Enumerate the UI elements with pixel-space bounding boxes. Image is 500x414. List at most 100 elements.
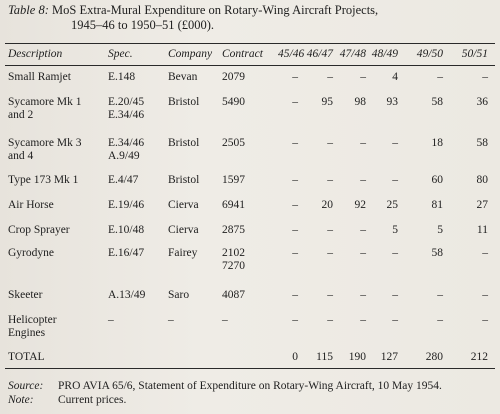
row-year-value: – bbox=[392, 174, 398, 186]
row-year-value: 58 bbox=[476, 137, 489, 149]
total-year-value: 190 bbox=[348, 351, 366, 363]
row-spec-line: E.10/48 bbox=[108, 224, 145, 236]
row-year-value: – bbox=[292, 137, 298, 149]
source-note: Source: PRO AVIA 65/6, Statement of Expen… bbox=[8, 380, 442, 393]
table-title-lead: Table 8: bbox=[8, 3, 49, 17]
row-contract: 6941 bbox=[222, 199, 245, 212]
header-description: Description bbox=[8, 48, 63, 60]
row-description-line: and 2 bbox=[8, 109, 34, 121]
row-year-value: 98 bbox=[354, 96, 367, 108]
row-contract-line: 4087 bbox=[222, 289, 245, 301]
row-year-value: – bbox=[392, 289, 398, 301]
row-year-value: – bbox=[327, 174, 333, 186]
row-year-value: – bbox=[437, 314, 443, 326]
row-year-value: – bbox=[327, 224, 333, 236]
row-year-value: 20 bbox=[321, 199, 334, 211]
header-year: 47/48 bbox=[339, 48, 366, 60]
row-company: Saro bbox=[168, 289, 190, 301]
source-text: PRO AVIA 65/6, Statement of Expenditure … bbox=[58, 380, 442, 392]
header-year: 48/49 bbox=[371, 48, 398, 60]
row-year-value: 25 bbox=[386, 199, 399, 211]
source-label: Source: bbox=[8, 380, 44, 392]
row-description: Sycamore Mk 3 and 4 bbox=[8, 137, 81, 163]
row-company: Bristol bbox=[168, 174, 200, 186]
row-spec-line: E.16/47 bbox=[108, 247, 145, 259]
row-year-value: – bbox=[360, 314, 366, 326]
row-year-value: 27 bbox=[476, 199, 489, 211]
row-description-line: Crop Sprayer bbox=[8, 224, 70, 236]
row-spec: E.20/45 E.34/46 bbox=[108, 96, 144, 122]
row-description: Small Ramjet bbox=[8, 71, 71, 84]
row-spec: E.34/46 A.9/49 bbox=[108, 137, 144, 163]
row-year-value: – bbox=[392, 314, 398, 326]
total-label: TOTAL bbox=[8, 351, 45, 363]
row-year-value: – bbox=[327, 137, 333, 149]
row-description-line: Sycamore Mk 3 bbox=[8, 137, 82, 149]
row-description: Skeeter bbox=[8, 289, 42, 302]
header-year: 46/47 bbox=[306, 48, 333, 60]
row-spec-line: E.34/46 bbox=[108, 137, 145, 149]
row-year-value: – bbox=[292, 71, 298, 83]
total-year-value: 127 bbox=[380, 351, 398, 363]
row-contract-line: 2875 bbox=[222, 224, 245, 236]
table-title: Table 8: MoS Extra-Mural Expenditure on … bbox=[8, 3, 494, 33]
table-title-line2: 1945–46 to 1950–51 (£000). bbox=[71, 18, 215, 32]
row-year-value: 36 bbox=[476, 96, 489, 108]
row-company: Bristol bbox=[168, 96, 200, 108]
row-description: Crop Sprayer bbox=[8, 224, 70, 237]
total-year-value: 115 bbox=[316, 351, 333, 363]
row-spec: E.16/47 bbox=[108, 247, 144, 260]
row-spec-line: A.13/49 bbox=[108, 289, 146, 301]
row-year-value: 60 bbox=[431, 174, 444, 186]
row-description: Gyrodyne bbox=[8, 247, 54, 260]
row-year-value: – bbox=[327, 314, 333, 326]
row-description: Type 173 Mk 1 bbox=[8, 174, 78, 187]
top-rule bbox=[5, 43, 495, 44]
total-year-value: 280 bbox=[425, 351, 443, 363]
header-rule bbox=[5, 65, 495, 66]
row-description-line: Gyrodyne bbox=[8, 247, 54, 259]
row-year-value: – bbox=[392, 137, 398, 149]
row-contract-line: 7270 bbox=[222, 260, 245, 272]
row-spec-line: – bbox=[108, 314, 114, 326]
row-contract-line: – bbox=[222, 314, 228, 326]
row-year-value: – bbox=[360, 137, 366, 149]
row-year-value: – bbox=[327, 71, 333, 83]
row-year-value: – bbox=[437, 71, 443, 83]
row-spec-line: E.19/46 bbox=[108, 199, 145, 211]
row-year-value: – bbox=[482, 247, 488, 259]
total-year-value: 212 bbox=[470, 351, 488, 363]
row-year-value: – bbox=[292, 247, 298, 259]
row-description-line: Type 173 Mk 1 bbox=[8, 174, 79, 186]
row-company: Bristol bbox=[168, 137, 200, 149]
row-year-value: – bbox=[292, 199, 298, 211]
row-spec: E.148 bbox=[108, 71, 135, 84]
row-year-value: – bbox=[360, 247, 366, 259]
row-year-value: – bbox=[360, 71, 366, 83]
row-year-value: – bbox=[360, 174, 366, 186]
row-spec: E.19/46 bbox=[108, 199, 144, 212]
row-contract: – bbox=[222, 314, 228, 327]
row-spec-line: E.4/47 bbox=[108, 174, 139, 186]
row-description-line: Helicopter bbox=[8, 314, 57, 326]
row-description: Air Horse bbox=[8, 199, 54, 212]
header-company: Company bbox=[168, 48, 213, 60]
row-year-value: – bbox=[292, 224, 298, 236]
row-contract: 2079 bbox=[222, 71, 245, 84]
row-spec: E.10/48 bbox=[108, 224, 144, 237]
row-year-value: 5 bbox=[392, 224, 398, 236]
row-description: Sycamore Mk 1 and 2 bbox=[8, 96, 81, 122]
row-contract: 2875 bbox=[222, 224, 245, 237]
row-year-value: 58 bbox=[431, 247, 444, 259]
header-contract: Contract bbox=[222, 48, 263, 60]
row-description-line: and 4 bbox=[8, 150, 34, 162]
row-contract: 2102 7270 bbox=[222, 247, 245, 273]
header-year: 49/50 bbox=[416, 48, 443, 60]
row-company: Cierva bbox=[168, 199, 199, 211]
row-spec-line: E.20/45 bbox=[108, 96, 145, 108]
row-spec-line: E.148 bbox=[108, 71, 136, 83]
row-year-value: – bbox=[292, 314, 298, 326]
row-year-value: 95 bbox=[321, 96, 334, 108]
row-company: – bbox=[168, 314, 174, 326]
row-spec: A.13/49 bbox=[108, 289, 145, 302]
